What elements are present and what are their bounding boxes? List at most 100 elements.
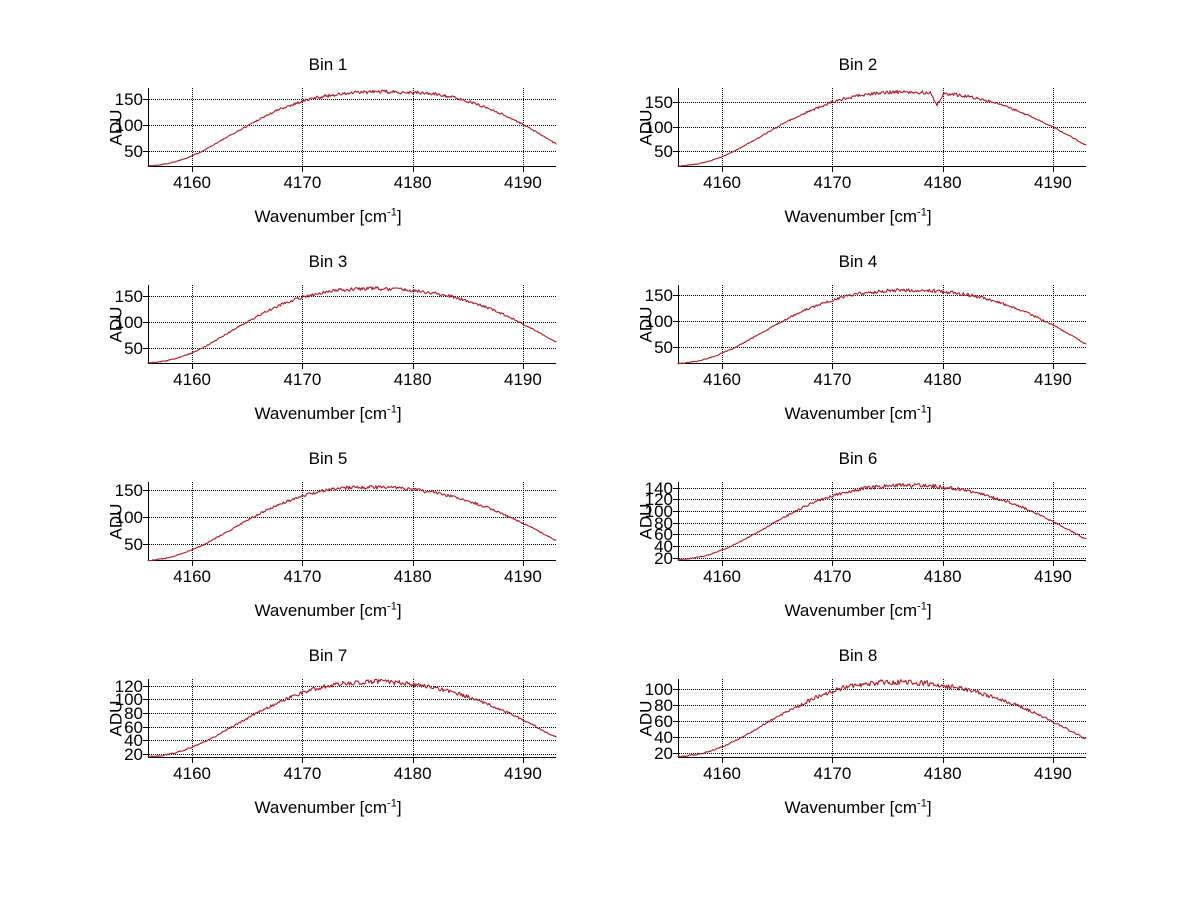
x-axis-title: Wavenumber [cm-1]: [608, 601, 1108, 621]
x-axis-tick-label: 4190: [1033, 764, 1072, 783]
y-axis-tick: [673, 720, 678, 722]
gridline-vertical: [722, 285, 724, 364]
x-axis-tick: [302, 364, 304, 369]
gridline-horizontal: [678, 737, 1086, 739]
gridline-vertical: [942, 679, 944, 758]
y-axis-tick-label: 50: [654, 142, 673, 162]
gridline-vertical: [412, 679, 414, 758]
y-axis-tick: [143, 713, 148, 715]
y-axis-tick-label: 40: [654, 536, 673, 556]
plot-area: 50 100 150 4160 4170 4180 4190: [645, 285, 1087, 389]
x-axis-title-exponent: -1: [387, 600, 397, 613]
y-axis-tick-label: 100: [644, 502, 673, 522]
x-axis-tick-label: 4170: [813, 370, 852, 389]
x-axis-tick: [942, 167, 944, 172]
y-axis-tick-label: 60: [124, 717, 143, 737]
y-axis-tick: [673, 545, 678, 547]
gridline-horizontal: [148, 726, 556, 728]
x-axis-tick: [302, 167, 304, 172]
x-axis-tick-label: 4180: [923, 173, 962, 192]
plot-area: 20 40 60 80 100 120 140 4160 4170 4180 4190: [645, 480, 1087, 586]
spectrum-line: [677, 679, 1087, 758]
y-axis-title: ADU: [636, 700, 656, 736]
gridline-horizontal: [148, 713, 556, 715]
y-axis-tick: [673, 704, 678, 706]
gridline-horizontal: [678, 704, 1086, 706]
y-axis-spine: [148, 88, 149, 167]
x-axis-tick: [192, 364, 194, 369]
x-axis-tick-label: 4170: [283, 567, 322, 586]
x-axis-tick-label: 4190: [503, 567, 542, 586]
x-axis-tick-label: 4160: [173, 567, 212, 586]
subplot-title: Bin 6: [838, 449, 878, 468]
x-axis-title-exponent: -1: [917, 206, 927, 219]
y-axis-tick: [143, 296, 148, 298]
x-axis-tick-label: 4160: [703, 764, 742, 783]
x-axis-tick: [1052, 758, 1054, 763]
x-axis-tick: [412, 364, 414, 369]
gridline-vertical: [942, 88, 944, 167]
y-axis-tick: [143, 685, 148, 687]
y-axis-tick-label: 150: [644, 286, 673, 306]
subplot-title: Bin 7: [308, 646, 348, 665]
x-axis-tick: [942, 758, 944, 763]
x-axis-title-tail: ]: [396, 601, 402, 620]
y-axis-tick: [673, 753, 678, 755]
x-axis-title-exponent: -1: [917, 403, 927, 416]
y-axis-tick: [143, 699, 148, 701]
x-axis-tick-label: 4190: [1033, 567, 1072, 586]
x-axis-title-exponent: -1: [387, 797, 397, 810]
gridline-vertical: [1052, 679, 1054, 758]
y-axis-tick-label: 150: [114, 481, 143, 501]
gridline-vertical: [192, 482, 194, 561]
x-axis-tick-label: 4180: [923, 764, 962, 783]
y-axis-tick-label: 50: [124, 338, 143, 358]
gridline-vertical: [412, 285, 414, 364]
y-axis-tick: [673, 511, 678, 513]
gridline-vertical: [832, 679, 834, 758]
gridline-vertical: [192, 88, 194, 167]
x-axis-tick: [942, 561, 944, 566]
gridline-horizontal: [678, 522, 1086, 524]
x-axis-tick: [412, 561, 414, 566]
plot-area: 20 40 60 80 100 4160 4170 4180 4190: [645, 679, 1087, 783]
gridline-horizontal: [678, 545, 1086, 547]
gridline-horizontal: [148, 296, 556, 298]
x-axis-spine: [148, 757, 556, 758]
gridline-horizontal: [678, 511, 1086, 513]
plot-area: 20 40 60 80 100 120 4160 4170 4180 4190: [115, 678, 557, 783]
y-axis-tick: [673, 688, 678, 690]
gridline-horizontal: [148, 753, 556, 755]
spectrum-line: [147, 286, 557, 364]
subplot-title: Bin 1: [308, 55, 348, 74]
y-axis-tick-label: 40: [124, 731, 143, 751]
gridline-vertical: [942, 285, 944, 364]
y-axis-spine: [678, 88, 679, 167]
x-axis-title: Wavenumber [cm-1]: [78, 404, 578, 424]
x-axis-title-tail: ]: [396, 404, 402, 423]
x-axis-title-tail: ]: [926, 798, 932, 817]
x-axis-title-tail: ]: [926, 207, 932, 226]
y-axis-tick-label: 40: [654, 728, 673, 748]
x-axis-tick-label: 4190: [1033, 173, 1072, 192]
gridline-horizontal: [678, 126, 1086, 128]
x-axis-tick: [1052, 167, 1054, 172]
gridline-horizontal: [678, 688, 1086, 690]
gridline-horizontal: [148, 124, 556, 126]
gridline-horizontal: [148, 150, 556, 152]
y-axis-tick: [143, 490, 148, 492]
x-axis-tick-label: 4180: [393, 173, 432, 192]
x-axis-spine: [678, 560, 1086, 561]
x-axis-tick: [832, 167, 834, 172]
x-axis-tick: [832, 561, 834, 566]
y-axis-spine: [678, 482, 679, 561]
subplot-title: Bin 8: [838, 646, 878, 665]
gridline-vertical: [522, 88, 524, 167]
gridline-horizontal: [148, 685, 556, 687]
subplot-title: Bin 3: [308, 252, 348, 271]
y-axis-title: ADU: [106, 109, 126, 145]
x-axis-tick-label: 4160: [703, 567, 742, 586]
y-axis-title: ADU: [636, 109, 656, 145]
gridline-horizontal: [678, 720, 1086, 722]
